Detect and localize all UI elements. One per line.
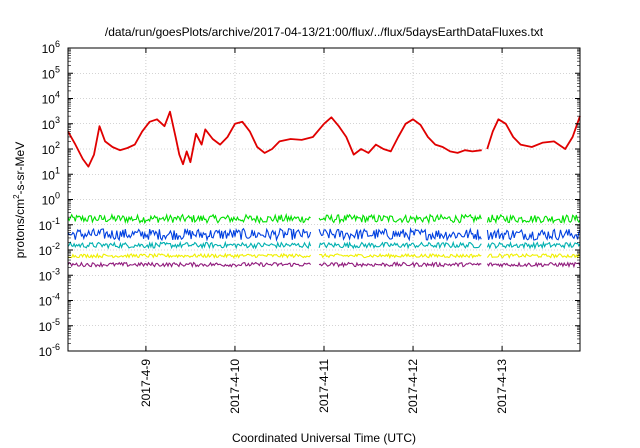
y-tick-label: 106 (42, 39, 60, 56)
x-tick-label: 2017-4-10 (228, 359, 242, 414)
y-tick-label: 103 (42, 115, 60, 132)
y-tick-label: 10-5 (39, 317, 60, 334)
y-tick-exponent: -2 (52, 241, 60, 251)
series-line-band (67, 240, 581, 250)
grid-lines (68, 48, 580, 351)
y-tick-label: 102 (42, 140, 60, 157)
y-axis-ticks: 10-610-510-410-310-210-11001011021031041… (39, 39, 580, 359)
y-tick-base: 10 (39, 320, 53, 334)
y-tick-base: 10 (42, 42, 56, 56)
y-tick-base: 10 (39, 295, 53, 309)
y-tick-exponent: 6 (55, 39, 60, 49)
y-tick-base: 10 (39, 345, 53, 359)
y-axis-label-suffix: -s-sr-MeV (13, 142, 27, 195)
y-tick-label: 10-1 (39, 216, 60, 233)
y-tick-base: 10 (39, 219, 53, 233)
series-line-main (67, 110, 581, 168)
y-tick-base: 10 (39, 244, 53, 258)
y-tick-base: 10 (42, 67, 56, 81)
y-tick-label: 105 (42, 64, 60, 81)
y-axis-label-prefix: protons/cm (13, 199, 27, 258)
y-tick-exponent: -3 (52, 266, 60, 276)
y-tick-base: 10 (42, 168, 56, 182)
y-tick-base: 10 (42, 118, 56, 132)
y-tick-exponent: 0 (55, 191, 60, 201)
y-tick-base: 10 (42, 93, 56, 107)
y-tick-label: 10-4 (39, 292, 60, 309)
y-tick-exponent: 3 (55, 115, 60, 125)
y-tick-exponent: 5 (55, 64, 60, 74)
x-axis-label: Coordinated Universal Time (UTC) (232, 431, 416, 445)
y-tick-exponent: -6 (52, 342, 60, 352)
y-tick-exponent: -5 (52, 317, 60, 327)
x-tick-label: 2017-4-12 (406, 359, 420, 414)
series-layer (67, 110, 581, 269)
y-tick-base: 10 (42, 143, 56, 157)
y-tick-exponent: 2 (55, 140, 60, 150)
y-tick-exponent: -1 (52, 216, 60, 226)
y-tick-label: 10-6 (39, 342, 60, 359)
series-line-band (67, 226, 581, 242)
y-tick-label: 100 (42, 191, 60, 208)
y-tick-label: 10-2 (39, 241, 60, 258)
x-tick-label: 2017-4-11 (317, 359, 331, 413)
y-tick-base: 10 (39, 269, 53, 283)
y-tick-label: 104 (42, 90, 60, 107)
y-tick-base: 10 (42, 194, 56, 208)
series-line-band (67, 252, 581, 260)
y-axis-label: protons/cm2-s-sr-MeV (12, 142, 27, 258)
y-tick-exponent: 1 (55, 165, 60, 175)
series-line-band (67, 212, 581, 225)
y-tick-exponent: 4 (55, 90, 60, 100)
y-axis-label-sup: 2 (12, 194, 21, 199)
x-tick-label: 2017-4-13 (495, 359, 509, 414)
series-line-band (67, 261, 581, 269)
y-tick-label: 10-3 (39, 266, 60, 283)
y-tick-exponent: -4 (52, 292, 60, 302)
chart-title: /data/run/goesPlots/archive/2017-04-13/2… (105, 25, 544, 39)
y-tick-label: 101 (42, 165, 60, 182)
x-axis-ticks: 2017-4-9 2017-4-10 2017-4-11 2017-4-12 2017-… (139, 48, 509, 414)
x-tick-label: 2017-4-9 (139, 359, 153, 407)
